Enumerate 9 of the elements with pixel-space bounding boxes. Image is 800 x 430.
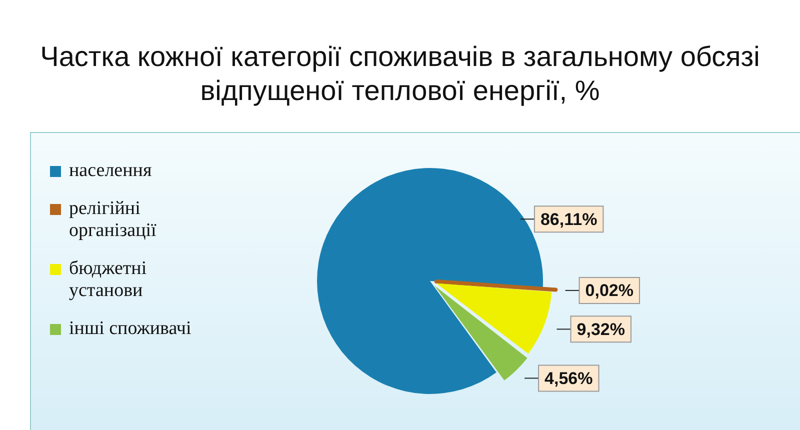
data-label: 86,11% [540, 210, 598, 229]
legend-label: бюджетні установи [69, 258, 148, 302]
legend-label: релігійні організації [69, 198, 158, 242]
legend-label: населення [69, 160, 152, 182]
data-label: 9,32% [576, 320, 625, 339]
data-label: 4,56% [544, 368, 593, 388]
chart-title: Частка кожної категорії споживачів в загальному обсязі відпущеної теплової енергії, % [39, 40, 761, 108]
legend-label: інші споживачі [69, 318, 192, 340]
data-label: 0,02% [585, 281, 634, 300]
